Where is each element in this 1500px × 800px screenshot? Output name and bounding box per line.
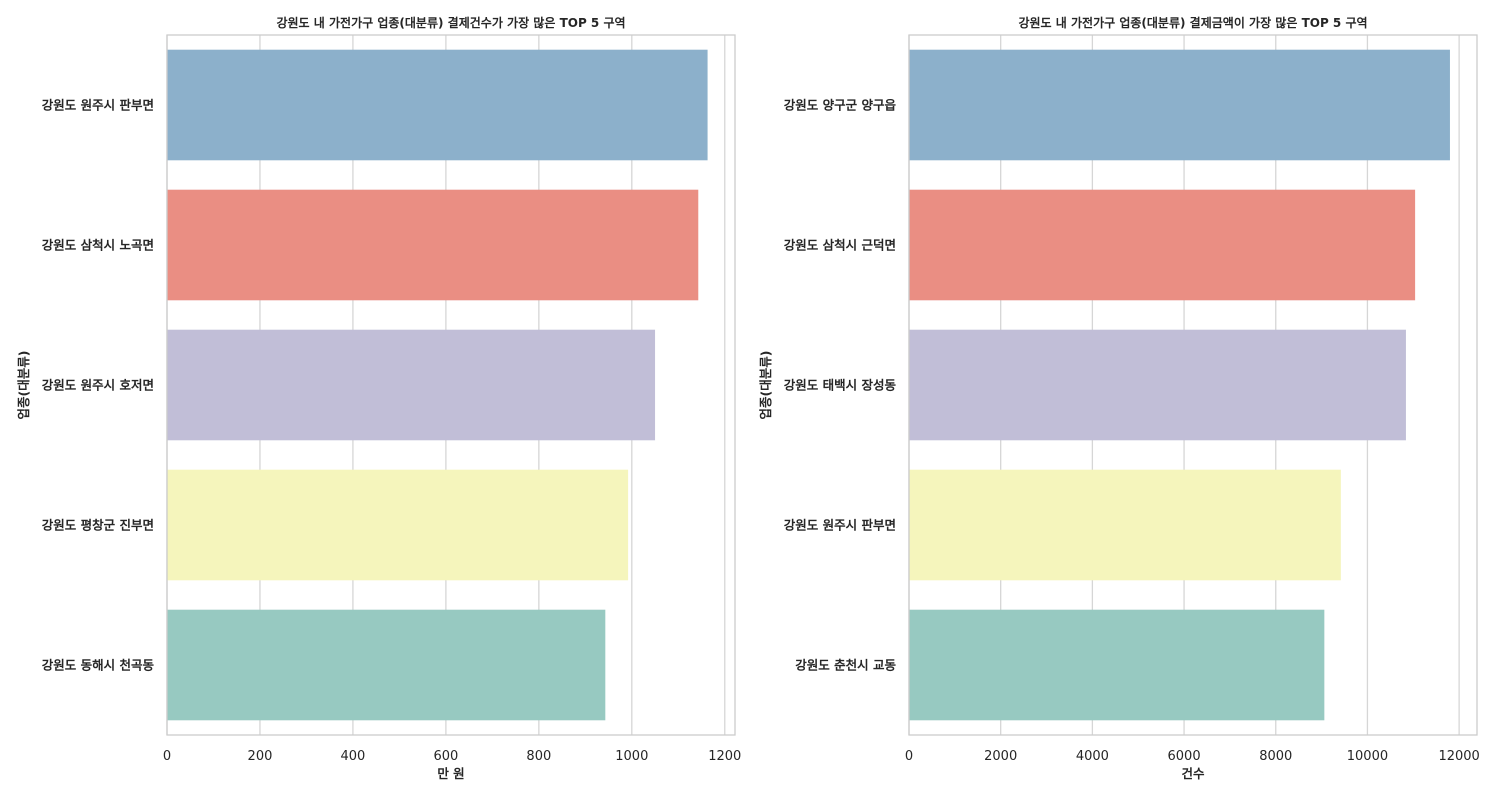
x-tick-label: 10000 (1347, 749, 1388, 764)
x-tick-label: 400 (341, 749, 366, 764)
x-axis-label: 건수 (1181, 766, 1205, 781)
category-label: 강원도 양구군 양구읍 (784, 98, 897, 113)
x-tick-label: 200 (248, 749, 273, 764)
x-tick-label: 4000 (1076, 749, 1109, 764)
x-axis-label: 만 원 (437, 766, 464, 781)
x-tick-label: 8000 (1259, 749, 1292, 764)
category-label: 강원도 춘천시 교동 (795, 658, 896, 673)
bar (167, 329, 656, 441)
bar (909, 469, 1341, 581)
x-tick-label: 1200 (708, 749, 741, 764)
x-tick-label: 6000 (1168, 749, 1201, 764)
category-label: 강원도 삼척시 노곡면 (42, 238, 154, 253)
x-tick-label: 800 (526, 749, 551, 764)
plot-frame (166, 34, 736, 736)
category-label: 강원도 원주시 호저면 (42, 378, 154, 393)
x-tick-label: 0 (163, 749, 171, 764)
bar (167, 189, 699, 301)
x-tick-label: 1000 (615, 749, 648, 764)
category-label: 강원도 동해시 천곡동 (42, 658, 155, 673)
bar (909, 609, 1325, 721)
bar (167, 609, 606, 721)
x-tick-label: 12000 (1438, 749, 1479, 764)
category-label: 강원도 원주시 판부면 (784, 518, 896, 533)
x-tick-label: 600 (433, 749, 458, 764)
y-axis-label: 업종(대분류) (758, 351, 773, 420)
bar (167, 49, 708, 161)
y-axis-label: 업종(대분류) (16, 351, 31, 420)
bar (909, 329, 1406, 441)
x-tick-label: 2000 (984, 749, 1017, 764)
chart-title: 강원도 내 가전가구 업종(대분류) 결제건수가 가장 많은 TOP 5 구역 (276, 15, 625, 30)
bar (909, 189, 1416, 301)
x-tick-label: 0 (905, 749, 913, 764)
category-label: 강원도 태백시 장성동 (784, 378, 897, 393)
chart-title: 강원도 내 가전가구 업종(대분류) 결제금액이 가장 많은 TOP 5 구역 (1018, 15, 1367, 30)
category-label: 강원도 평창군 진부면 (42, 518, 154, 533)
bar (167, 469, 629, 581)
category-label: 강원도 원주시 판부면 (42, 98, 154, 113)
bar (909, 49, 1450, 161)
category-label: 강원도 삼척시 근덕면 (784, 238, 896, 253)
plot-frame (908, 34, 1478, 736)
